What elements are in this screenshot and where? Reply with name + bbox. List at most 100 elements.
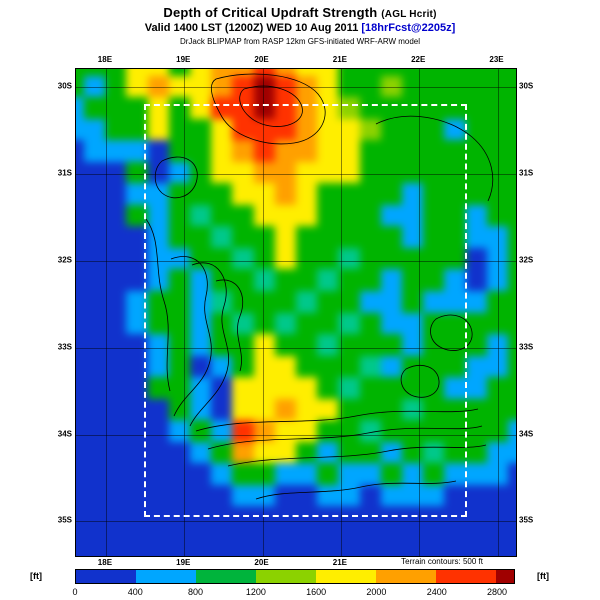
heatmap-cell [168,183,190,205]
heatmap-cell [147,463,169,485]
heatmap-cell [168,441,190,464]
map-plot [75,68,517,557]
heatmap-cell [296,463,318,485]
heatmap-cell [402,226,424,248]
heatmap-cell [423,549,445,556]
heatmap-cell [486,161,508,184]
heatmap-cell [380,527,402,550]
heatmap-cell [274,484,296,507]
heatmap-cell [359,97,381,119]
heatmap-cell [402,183,424,205]
colorbar-tick-label: 1600 [306,587,327,597]
heatmap-cell [76,355,84,378]
heatmap-cell [274,312,296,334]
heatmap-cell [338,204,360,227]
heatmap-cell [465,204,487,227]
terrain-contour-line [207,425,483,450]
heatmap-cell [168,204,190,227]
heatmap-cell [84,549,106,556]
heatmap-cell [423,355,445,378]
heatmap-cell [274,420,296,442]
terrain-contour-line [195,408,479,432]
heatmap-cell [402,97,424,119]
heatmap-cell [317,420,339,442]
heatmap-cell [147,312,169,334]
heatmap-cell [126,398,148,421]
heatmap-cell [465,69,487,76]
heatmap-cell [465,527,487,550]
heatmap-cell [338,290,360,313]
heatmap-cell [508,549,516,556]
valid-time-text: Valid 1400 LST (1200Z) WED 10 Aug 2011 [144,22,359,34]
heatmap-cell [84,183,106,205]
heatmap-cell [211,183,233,205]
heatmap-cell [338,377,360,399]
heatmap-cell [190,140,212,162]
heatmap-cell [359,441,381,464]
axis-tick-label: 33S [57,342,72,352]
heatmap-cell [253,183,275,205]
heatmap-cell [211,549,233,556]
heatmap-cell [444,484,466,507]
heatmap-cell [380,463,402,485]
heatmap-cell [126,140,148,162]
heatmap-cell [359,463,381,485]
heatmap-cell [76,204,84,227]
graticule-line [76,173,516,175]
heatmap-cell [190,420,212,442]
heatmap-cell [508,226,516,248]
graticule-line [76,434,516,436]
heatmap-cell [274,355,296,378]
heatmap-cell [105,334,127,356]
heatmap-cell [76,398,84,421]
heatmap-cell [211,161,233,184]
heatmap-cell [508,420,516,442]
heatmap-cell [359,75,381,98]
heatmap-cell [486,69,508,76]
heatmap-cell [76,161,84,184]
heatmap-cell [359,549,381,556]
axis-top-longitude: 18E 19E 20E 21E 22E 23E [75,55,515,65]
heatmap-cell [211,75,233,98]
heatmap-cell [444,377,466,399]
heatmap-cell [380,377,402,399]
heatmap-cell [147,140,169,162]
heatmap-cell [168,69,190,76]
heatmap-cell [232,527,254,550]
heatmap-cell [508,506,516,528]
heatmap-cell [105,420,127,442]
heatmap-cell [211,290,233,313]
heatmap-cell [190,69,212,76]
heatmap-cell [84,355,106,378]
heatmap-cell [274,441,296,464]
heatmap-cell [274,527,296,550]
heatmap-cell [105,118,127,141]
heatmap-cell [508,75,516,98]
heatmap-cell [274,161,296,184]
axis-tick-label: 21E [332,55,347,64]
heatmap-cell [105,183,127,205]
heatmap-cell [402,290,424,313]
heatmap-cell [317,290,339,313]
heatmap-cell [486,118,508,141]
heatmap-cell [359,334,381,356]
heatmap-cell [359,290,381,313]
heatmap-cell [465,484,487,507]
heatmap-cell [126,290,148,313]
heatmap-cell [190,226,212,248]
heatmap-cell [105,290,127,313]
heatmap-cell [76,269,84,291]
heatmap-cell [508,463,516,485]
heatmap-cell [486,441,508,464]
heatmap-cell [253,334,275,356]
heatmap-cell [317,204,339,227]
heatmap-cell [359,204,381,227]
heatmap-cell [126,183,148,205]
heatmap-cell [253,484,275,507]
heatmap-cell [232,118,254,141]
heatmap-cell [190,441,212,464]
axis-tick-label: 31S [519,168,534,178]
heatmap-cell [76,226,84,248]
axis-tick-label: 22E [411,55,426,64]
heatmap-cell [465,377,487,399]
